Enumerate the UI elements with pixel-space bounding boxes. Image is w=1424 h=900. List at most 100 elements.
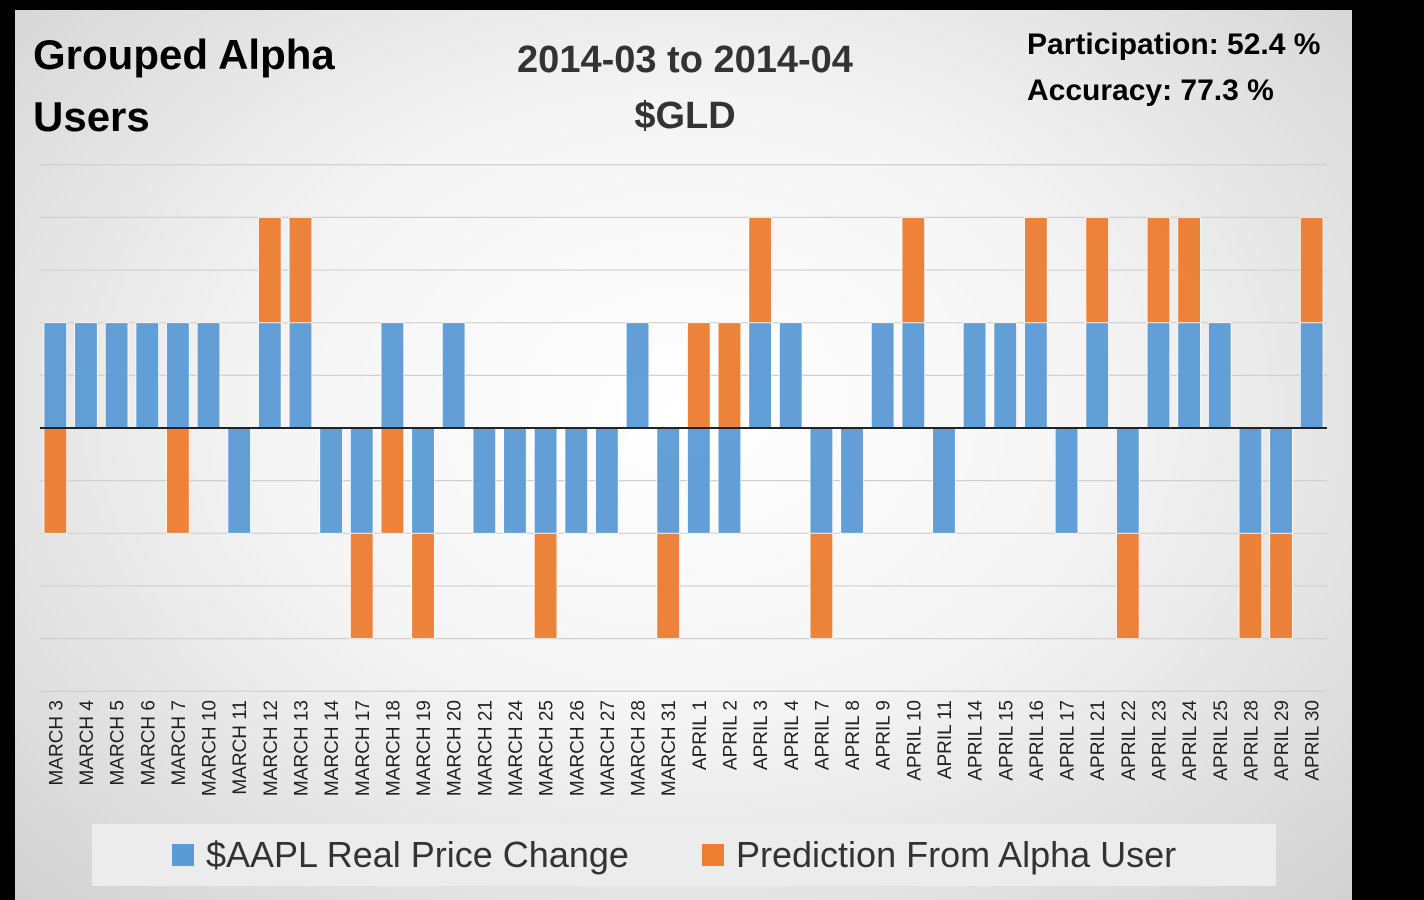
x-tick-label: APRIL 11 <box>935 700 956 779</box>
bar-prediction-april-28 <box>1238 532 1263 639</box>
bar-real-march-11 <box>227 427 251 534</box>
x-tick-label: MARCH 17 <box>353 700 374 796</box>
x-tick-label: MARCH 12 <box>261 700 282 796</box>
bar-real-april-2 <box>717 427 742 534</box>
x-tick-label: APRIL 17 <box>1058 700 1079 781</box>
bar-real-april-4 <box>779 322 803 429</box>
bar-real-april-23 <box>1146 322 1171 429</box>
legend-label-real: $AAPL Real Price Change <box>206 834 629 875</box>
x-tick-label: APRIL 21 <box>1088 700 1109 781</box>
chart-title: Grouped Alpha Users <box>33 31 335 140</box>
x-tick-label: MARCH 18 <box>383 700 404 796</box>
bar-real-march-18 <box>380 322 405 429</box>
x-tick-label: APRIL 3 <box>751 700 772 770</box>
chart-subtitle: 2014-03 to 2014-04 $GLD <box>485 32 885 144</box>
x-tick-label: MARCH 7 <box>169 700 190 786</box>
bar-real-april-3 <box>748 322 772 429</box>
x-tick-label: MARCH 19 <box>414 700 435 796</box>
legend-label-prediction: Prediction From Alpha User <box>736 834 1177 875</box>
bar-prediction-march-19 <box>411 532 435 639</box>
bar-real-april-25 <box>1208 322 1232 429</box>
bar-real-march-13 <box>288 322 313 429</box>
x-tick-label: MARCH 25 <box>537 700 558 796</box>
bar-real-march-24 <box>503 427 527 534</box>
x-tick-label: APRIL 25 <box>1211 700 1232 781</box>
bar-prediction-april-3 <box>748 216 772 324</box>
stats-block: Participation: 52.4 % Accuracy: 77.3 % <box>1027 22 1320 114</box>
x-tick-label: APRIL 2 <box>720 700 741 770</box>
x-tick-label: MARCH 21 <box>475 700 496 796</box>
accuracy-stat: Accuracy: 77.3 % <box>1027 74 1274 107</box>
x-tick-label: APRIL 28 <box>1241 700 1262 781</box>
x-tick-label: APRIL 16 <box>1027 700 1048 781</box>
x-tick-label: MARCH 24 <box>506 700 527 797</box>
bar-prediction-march-12 <box>258 216 282 324</box>
bar-real-april-22 <box>1116 427 1140 534</box>
bar-prediction-april-24 <box>1177 216 1201 324</box>
bar-real-march-4 <box>74 322 98 429</box>
bar-real-april-7 <box>809 427 834 534</box>
legend-swatch-real <box>172 844 194 866</box>
x-tick-label: MARCH 31 <box>659 700 680 796</box>
bar-real-april-21 <box>1085 322 1109 429</box>
x-tick-label: MARCH 10 <box>200 700 221 796</box>
bar-prediction-march-25 <box>533 532 558 639</box>
x-tick-label: APRIL 22 <box>1119 700 1140 781</box>
bar-chart: MARCH 3 MARCH 4 MARCH 5 MARCH 6 MARCH 7 MARCH… <box>40 164 1327 797</box>
x-tick-label: APRIL 1 <box>690 700 711 770</box>
legend-item-prediction: Prediction From Alpha User <box>702 824 1176 886</box>
bar-real-march-12 <box>258 322 282 429</box>
bar-prediction-april-16 <box>1024 216 1048 324</box>
x-tick-label: MARCH 20 <box>445 700 466 796</box>
bar-real-april-14 <box>962 322 987 429</box>
bar-real-march-10 <box>196 322 221 429</box>
bar-real-march-3 <box>43 322 68 429</box>
bar-prediction-april-23 <box>1146 216 1171 324</box>
x-tick-label: APRIL 15 <box>996 700 1017 781</box>
x-tick-label: MARCH 27 <box>598 700 619 796</box>
bar-real-march-14 <box>319 427 343 534</box>
bar-prediction-march-31 <box>656 532 680 639</box>
bar-prediction-march-17 <box>350 532 374 639</box>
bar-real-march-19 <box>411 427 435 534</box>
bar-prediction-april-2 <box>717 322 742 429</box>
bar-real-april-17 <box>1054 427 1079 534</box>
bar-real-march-7 <box>166 322 190 429</box>
bar-real-march-26 <box>564 427 588 534</box>
bar-real-march-5 <box>104 322 129 429</box>
bar-real-april-16 <box>1024 322 1048 429</box>
x-tick-label: MARCH 11 <box>230 700 251 795</box>
x-tick-label: APRIL 7 <box>812 700 833 770</box>
bar-prediction-april-29 <box>1269 532 1293 639</box>
bar-real-april-24 <box>1177 322 1201 429</box>
period-label: 2014-03 to 2014-04 <box>517 39 853 81</box>
bar-prediction-april-7 <box>809 532 834 639</box>
bar-prediction-april-1 <box>687 322 711 429</box>
ticker-label: $GLD <box>634 95 736 137</box>
participation-stat: Participation: 52.4 % <box>1027 28 1321 61</box>
x-tick-label: MARCH 3 <box>46 700 67 786</box>
bar-real-april-8 <box>840 427 864 534</box>
bar-real-april-29 <box>1269 427 1293 534</box>
bar-real-march-28 <box>625 322 650 429</box>
bar-real-april-11 <box>932 427 956 534</box>
x-tick-label: APRIL 30 <box>1303 700 1324 781</box>
bar-real-march-6 <box>135 322 159 429</box>
bar-real-april-10 <box>901 322 926 429</box>
x-tick-label: APRIL 8 <box>843 700 864 770</box>
x-tick-label: MARCH 28 <box>629 700 650 796</box>
bar-prediction-april-10 <box>901 216 926 324</box>
bar-prediction-april-22 <box>1116 532 1140 639</box>
legend-swatch-prediction <box>702 844 724 866</box>
bar-real-april-28 <box>1238 427 1263 534</box>
x-tick-label: MARCH 14 <box>322 700 343 797</box>
x-tick-label: MARCH 5 <box>108 700 129 786</box>
x-tick-label: APRIL 23 <box>1149 700 1170 781</box>
bar-prediction-march-13 <box>288 216 313 324</box>
bar-real-march-27 <box>595 427 619 534</box>
bar-real-march-25 <box>533 427 558 534</box>
bar-prediction-april-30 <box>1299 216 1324 324</box>
x-tick-label: APRIL 4 <box>782 700 803 770</box>
bar-real-march-31 <box>656 427 680 534</box>
chart-panel: Grouped Alpha Users 2014-03 to 2014-04 $… <box>15 10 1352 900</box>
